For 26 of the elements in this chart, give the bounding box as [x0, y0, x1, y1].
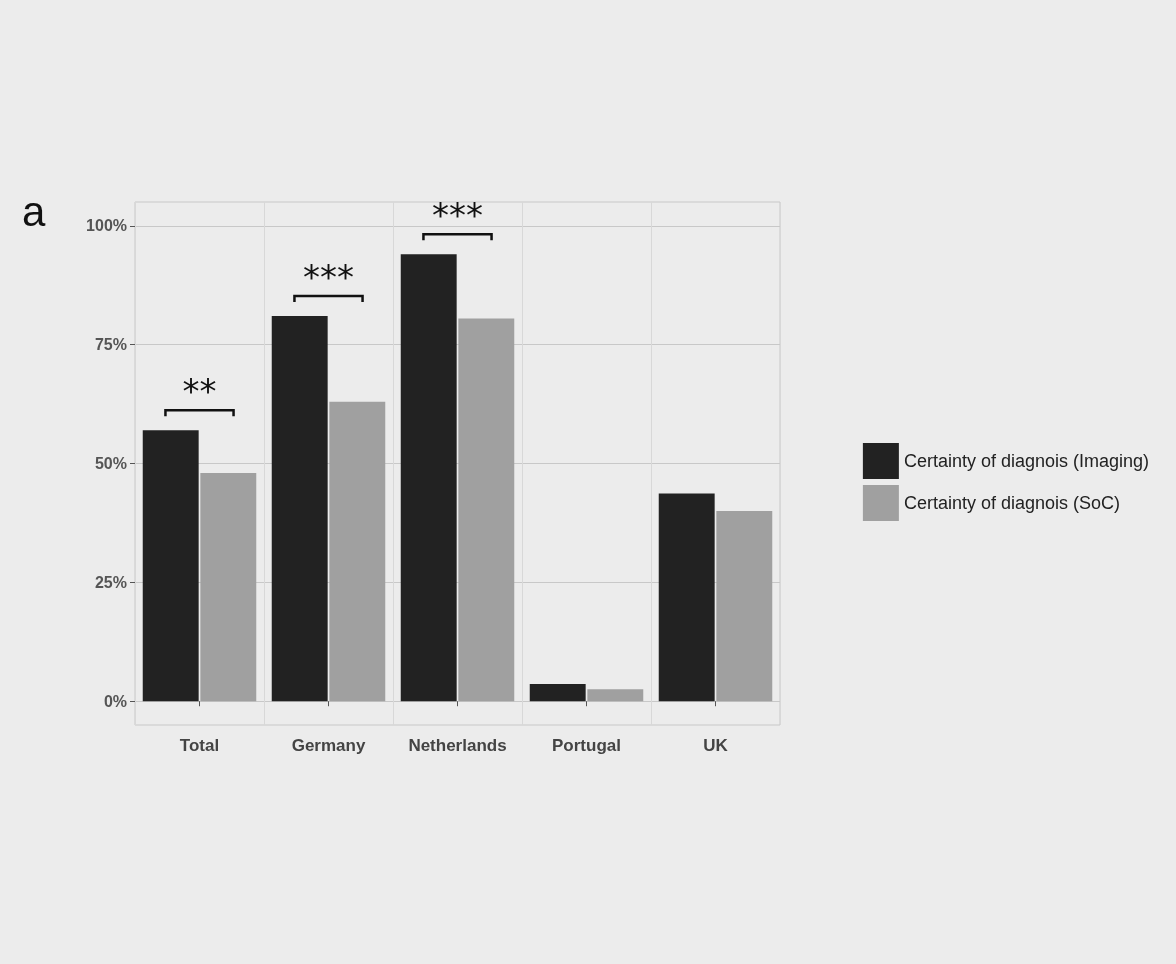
- legend-label: Certainty of diagnois (Imaging): [903, 451, 1150, 471]
- x-tick-label: Netherlands: [408, 736, 507, 755]
- bar: [142, 430, 199, 702]
- text: a: [22, 187, 46, 235]
- bar: [400, 254, 457, 702]
- bar: [458, 318, 515, 702]
- bar: [529, 684, 586, 702]
- y-tick-label: 100%: [86, 217, 127, 235]
- y-tick-label: 0%: [103, 692, 127, 710]
- annotation: ***: [432, 195, 483, 236]
- bar: [658, 493, 715, 702]
- annotation: **: [182, 371, 217, 412]
- x-tick-label: Portugal: [552, 736, 621, 755]
- x-tick-label: Total: [179, 736, 220, 755]
- bar: [329, 401, 386, 702]
- x-tick-label: UK: [703, 736, 729, 755]
- y-tick-label: 50%: [94, 455, 127, 472]
- bar: [200, 473, 257, 702]
- annotation: ***: [303, 257, 354, 298]
- legend-label: Certainty of diagnois (SoC): [903, 493, 1120, 513]
- y-tick-label: 75%: [94, 336, 127, 354]
- x-tick-label: Germany: [291, 736, 366, 755]
- bar: [587, 689, 644, 702]
- bar: [271, 316, 328, 702]
- y-tick-label: 25%: [94, 573, 127, 591]
- bar: [716, 511, 773, 702]
